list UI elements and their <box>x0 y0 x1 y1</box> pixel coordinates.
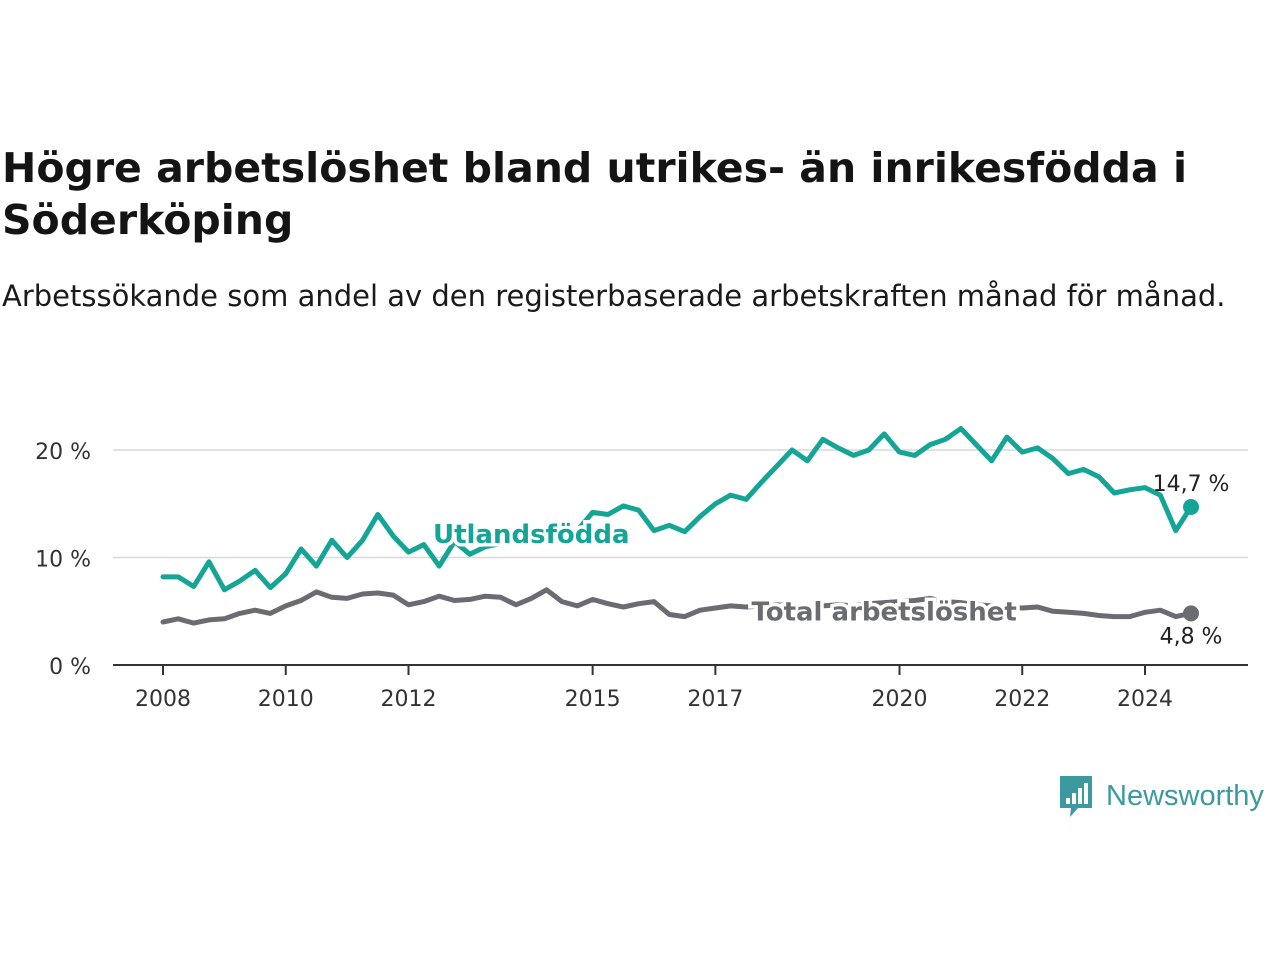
y-tick-label: 0 % <box>49 655 91 680</box>
y-tick-label: 20 % <box>35 440 91 465</box>
chart-subtitle: Arbetssökande som andel av den registerb… <box>2 279 1226 313</box>
x-tick-label: 2024 <box>1117 687 1173 712</box>
x-tick-label: 2015 <box>565 687 621 712</box>
x-axis: 2008 2010 2012 2015 2017 2020 2022 2024 <box>113 664 1248 712</box>
end-value-label: 14,7 % <box>1153 472 1230 497</box>
series-name-label: Utlandsfödda <box>433 520 630 550</box>
series-name-label: Total arbetslöshet <box>751 597 1016 627</box>
series-line-2 <box>160 587 1194 626</box>
newsworthy-logo: Newsworthy <box>1058 774 1264 818</box>
x-tick-label: 2020 <box>872 687 928 712</box>
x-tick-label: 2017 <box>687 687 743 712</box>
series-line-1 <box>160 426 1194 593</box>
series-end-point <box>1183 605 1200 622</box>
chart-bubble-icon <box>1060 776 1092 817</box>
y-tick-label: 10 % <box>35 548 91 573</box>
series-lines <box>160 426 1200 626</box>
x-tick-label: 2010 <box>258 687 314 712</box>
brand-name: Newsworthy <box>1106 779 1264 812</box>
x-tick-label: 2022 <box>994 687 1050 712</box>
x-tick-label: 2008 <box>135 687 191 712</box>
gridlines <box>113 449 1248 559</box>
series-end-point <box>1183 498 1200 515</box>
series-labels: 14,7 % 4,8 % Utlandsfödda Total arbetslöshe… <box>429 472 1230 649</box>
y-axis: 0 % 10 % 20 % <box>35 440 91 680</box>
x-tick-label: 2012 <box>381 687 437 712</box>
end-value-label: 4,8 % <box>1160 624 1223 649</box>
chart-title: Högre arbetslöshet bland utrikes- än inr… <box>2 144 1187 244</box>
